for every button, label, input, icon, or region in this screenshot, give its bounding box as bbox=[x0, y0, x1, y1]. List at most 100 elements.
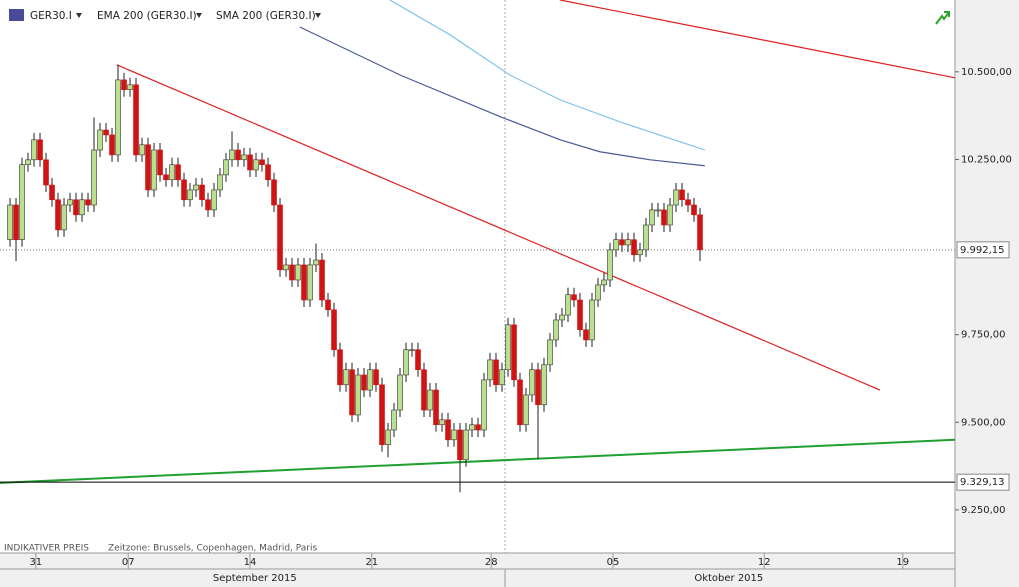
candle-body bbox=[691, 204, 697, 216]
candle-body bbox=[367, 369, 373, 391]
dropdown-arrow[interactable] bbox=[196, 13, 202, 18]
candle-body bbox=[85, 199, 91, 206]
candle-body bbox=[529, 369, 535, 396]
candle-body bbox=[619, 239, 625, 246]
candle-body bbox=[205, 199, 211, 211]
candle-body bbox=[73, 199, 79, 216]
candle-body bbox=[655, 209, 661, 212]
candle-body bbox=[253, 159, 259, 171]
y-tick-label: 9.500,00 bbox=[961, 417, 1006, 428]
indicator-line bbox=[299, 26, 705, 167]
candle-body bbox=[259, 159, 265, 166]
candle-body bbox=[193, 184, 199, 191]
symbol[interactable]: GER30.I bbox=[30, 10, 72, 22]
candle-body bbox=[31, 139, 37, 161]
header: GER30.I EMA 200 (GER30.I) SMA 200 (GER30… bbox=[9, 9, 950, 25]
candle-body bbox=[7, 204, 13, 241]
indicator-line bbox=[389, 0, 705, 151]
candle-body bbox=[487, 359, 493, 381]
x-tick-label: 05 bbox=[607, 557, 620, 568]
candle-body bbox=[643, 224, 649, 251]
candle-body bbox=[415, 349, 421, 371]
indicator-name[interactable]: SMA 200 (GER30.I) bbox=[216, 10, 316, 22]
candle-body bbox=[277, 204, 283, 271]
candle-body bbox=[37, 139, 43, 161]
candle-body bbox=[445, 419, 451, 441]
x-tick-label: 21 bbox=[365, 557, 378, 568]
candle-body bbox=[127, 84, 133, 91]
candle-body bbox=[241, 154, 247, 161]
candle-body bbox=[421, 369, 427, 411]
footer-note: INDIKATIVER PREIS bbox=[4, 544, 89, 554]
candle-body bbox=[307, 264, 313, 301]
candle-body bbox=[667, 204, 673, 226]
candle-body bbox=[247, 154, 253, 171]
price-label-box bbox=[956, 473, 1010, 491]
candle-body bbox=[337, 349, 343, 386]
candle-body bbox=[499, 369, 505, 386]
candle-body bbox=[535, 369, 541, 406]
candle-body bbox=[673, 189, 679, 206]
candle-body bbox=[649, 209, 655, 226]
y-tick-label: 10.500,00 bbox=[961, 67, 1012, 78]
candle-body bbox=[475, 424, 481, 431]
dropdown-arrow[interactable] bbox=[76, 13, 82, 18]
candle-body bbox=[397, 374, 403, 411]
month-label: Oktober 2015 bbox=[694, 573, 763, 584]
candle-body bbox=[217, 174, 223, 191]
trend-icon[interactable] bbox=[935, 11, 950, 25]
candle-body bbox=[355, 374, 361, 416]
candle-body bbox=[505, 324, 511, 371]
candle-body bbox=[553, 319, 559, 341]
candle-body bbox=[199, 184, 205, 201]
candle-body bbox=[559, 314, 565, 321]
candle-body bbox=[325, 299, 331, 311]
candle-body bbox=[289, 264, 295, 281]
candle-body bbox=[139, 144, 145, 156]
candle-body bbox=[349, 369, 355, 416]
candle-body bbox=[361, 374, 367, 391]
candle-body bbox=[631, 239, 637, 256]
x-tick-label: 31 bbox=[29, 557, 42, 568]
indicator-name[interactable]: EMA 200 (GER30.I) bbox=[97, 10, 197, 22]
candle-body bbox=[577, 299, 583, 331]
dropdown-arrow[interactable] bbox=[315, 13, 321, 18]
y-tick-label: 10.250,00 bbox=[961, 154, 1012, 165]
candle-body bbox=[457, 429, 463, 461]
candle-body bbox=[163, 174, 169, 181]
x-tick-label: 14 bbox=[244, 557, 257, 568]
candle-body bbox=[685, 199, 691, 206]
candle-body bbox=[463, 429, 469, 461]
candle-body bbox=[265, 164, 271, 181]
candle-body bbox=[409, 349, 415, 352]
candle-body bbox=[331, 309, 337, 351]
candle-body bbox=[439, 419, 445, 426]
candle-body bbox=[145, 144, 151, 191]
candle-body bbox=[547, 339, 553, 366]
candle-body bbox=[589, 299, 595, 341]
candle-body bbox=[637, 249, 643, 256]
candle-body bbox=[403, 349, 409, 376]
candle-body bbox=[379, 384, 385, 446]
candle-body bbox=[151, 149, 157, 191]
candle-body bbox=[319, 259, 325, 301]
candle-body bbox=[301, 264, 307, 301]
trend-line bbox=[560, 0, 956, 79]
price-label-box bbox=[956, 241, 1010, 259]
candle-body bbox=[625, 239, 631, 246]
candle-body bbox=[175, 164, 181, 181]
candle-body bbox=[493, 359, 499, 386]
candle-body bbox=[133, 84, 139, 156]
candle-body bbox=[481, 379, 487, 431]
trend-line bbox=[0, 438, 956, 484]
footer-note: Zeitzone: Brussels, Copenhagen, Madrid, … bbox=[108, 544, 318, 554]
candle-body bbox=[469, 424, 475, 431]
candle-body bbox=[13, 204, 19, 241]
x-axis-panel bbox=[0, 553, 955, 587]
candle-body bbox=[427, 389, 433, 411]
price-label: 9.992,15 bbox=[960, 245, 1005, 256]
candle-body bbox=[115, 79, 121, 156]
candle-body bbox=[91, 149, 97, 206]
candle-body bbox=[79, 199, 85, 216]
